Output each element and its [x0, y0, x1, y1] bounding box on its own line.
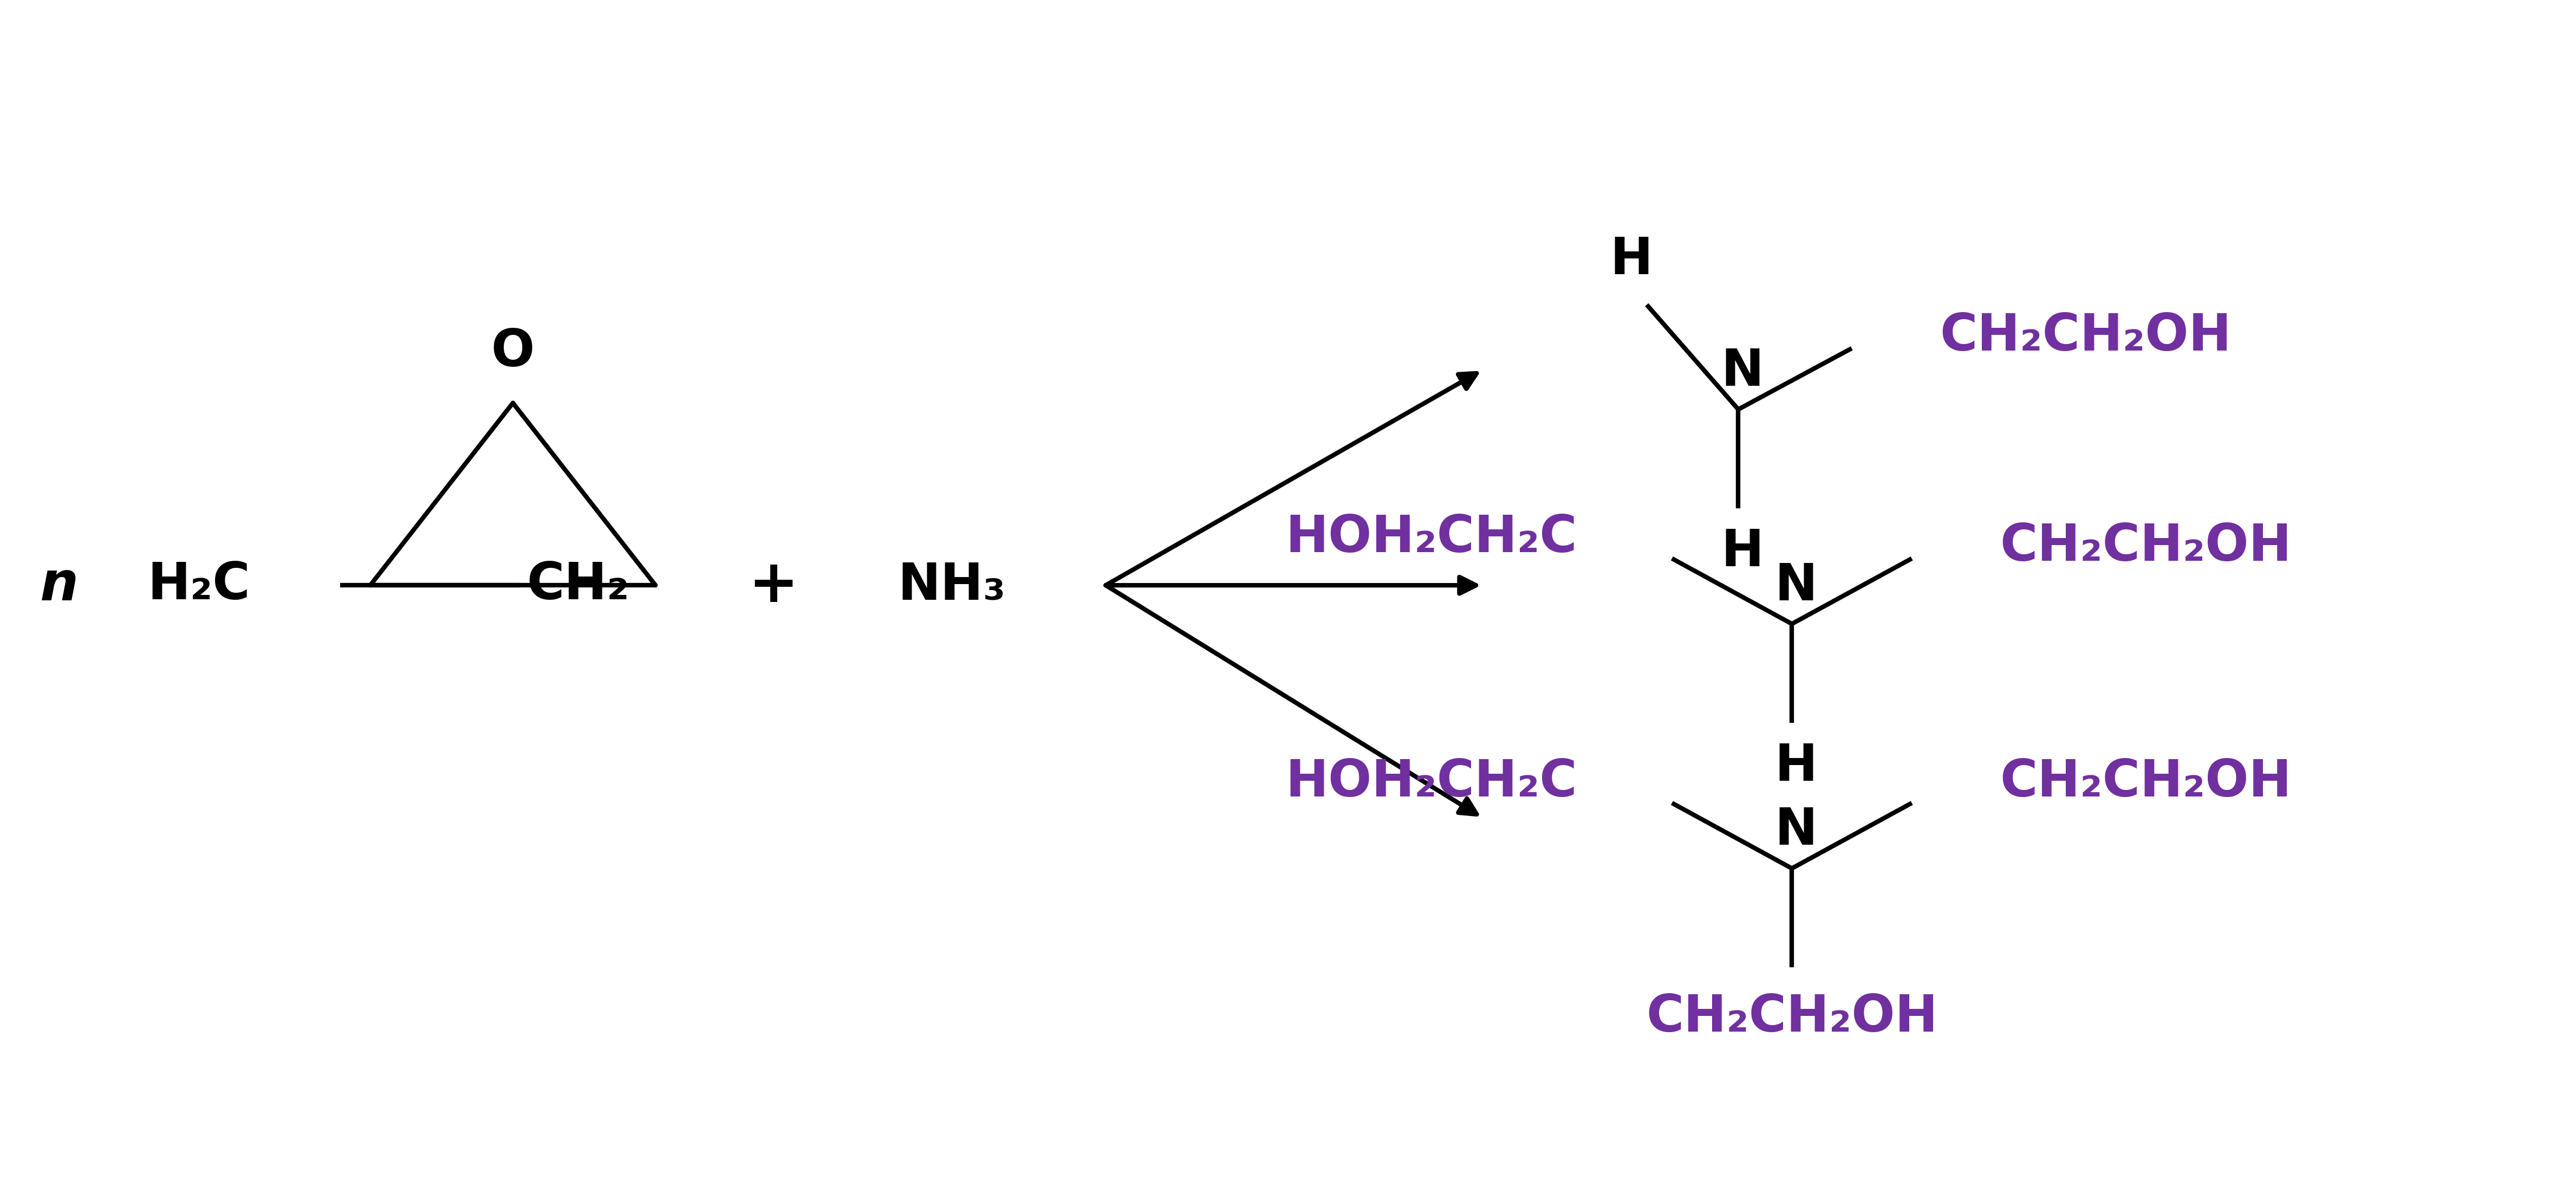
Text: CH₂CH₂OH: CH₂CH₂OH — [1646, 993, 1937, 1043]
Text: O: O — [492, 328, 536, 377]
Text: H: H — [1610, 235, 1651, 285]
Text: CH₂: CH₂ — [528, 560, 629, 610]
Text: +: + — [747, 557, 799, 614]
Text: NH₃: NH₃ — [899, 560, 1005, 610]
Text: HOH₂CH₂C: HOH₂CH₂C — [1285, 514, 1577, 563]
Text: H: H — [1721, 527, 1765, 577]
Text: CH₂CH₂OH: CH₂CH₂OH — [1999, 522, 2293, 572]
Text: HOH₂CH₂C: HOH₂CH₂C — [1285, 758, 1577, 807]
Text: H: H — [1775, 741, 1819, 791]
Text: CH₂CH₂OH: CH₂CH₂OH — [1999, 758, 2293, 807]
Text: H₂C: H₂C — [147, 560, 250, 610]
Text: CH₂CH₂OH: CH₂CH₂OH — [1940, 311, 2231, 361]
Text: N: N — [1775, 806, 1819, 856]
Text: n: n — [41, 559, 80, 611]
Text: N: N — [1775, 561, 1819, 611]
Text: N: N — [1721, 347, 1765, 397]
